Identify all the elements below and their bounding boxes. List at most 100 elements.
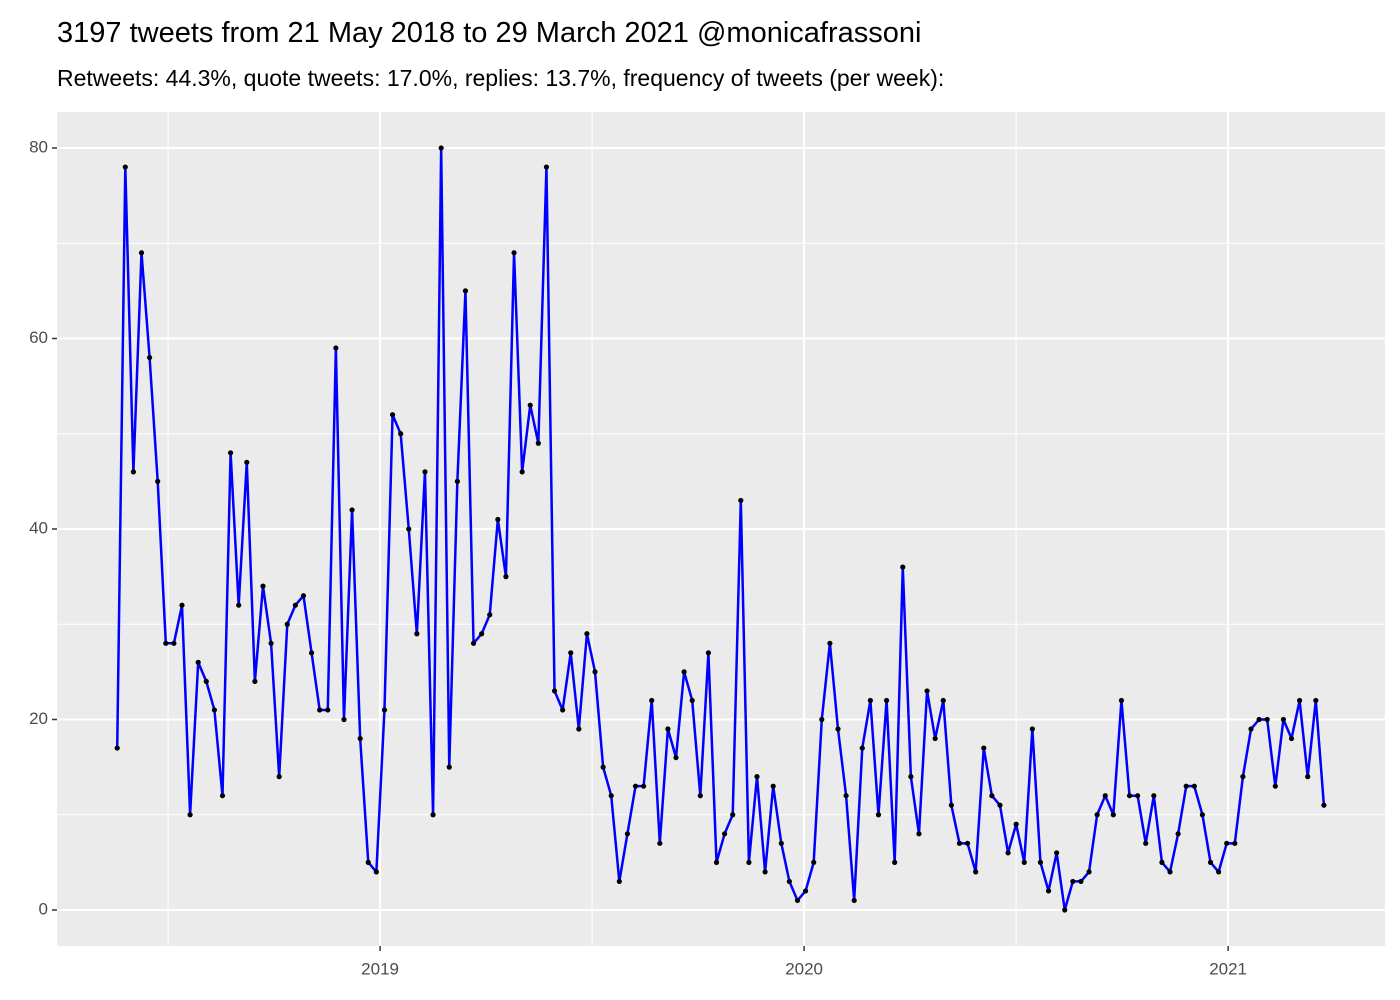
data-point: [187, 812, 193, 818]
data-point: [713, 859, 720, 865]
data-point: [163, 640, 169, 646]
data-point: [940, 697, 946, 704]
data-point: [195, 659, 201, 665]
data-point: [697, 793, 703, 799]
data-point: [527, 402, 533, 408]
data-point: [511, 250, 517, 256]
data-point: [1102, 793, 1108, 799]
data-point: [227, 450, 234, 456]
data-point: [665, 726, 671, 732]
data-point: [681, 669, 687, 675]
data-point: [705, 650, 712, 656]
data-point: [462, 288, 469, 294]
data-point: [811, 859, 817, 865]
data-point: [859, 745, 865, 751]
data-point: [147, 354, 153, 361]
data-point: [592, 669, 598, 675]
data-point: [754, 774, 760, 780]
data-point: [568, 650, 574, 656]
data-point: [1029, 726, 1035, 732]
data-point: [389, 412, 396, 418]
data-point: [487, 612, 493, 618]
data-point: [308, 650, 315, 656]
data-point: [1037, 859, 1044, 865]
data-point: [989, 793, 995, 799]
data-point: [414, 631, 420, 637]
data-point: [632, 783, 639, 789]
data-point: [252, 678, 258, 684]
data-point: [1216, 869, 1222, 875]
data-point: [1224, 840, 1230, 846]
data-point: [1110, 812, 1116, 818]
data-point: [1280, 716, 1287, 723]
data-point: [519, 469, 525, 475]
data-point: [1167, 869, 1173, 875]
data-point: [1045, 888, 1052, 894]
data-point: [964, 840, 971, 846]
data-point: [333, 345, 339, 351]
data-point: [479, 631, 485, 637]
data-point: [722, 831, 728, 837]
data-point: [543, 164, 550, 170]
data-point: [657, 840, 663, 846]
data-point: [1070, 878, 1076, 885]
data-point: [1240, 774, 1246, 780]
data-point: [778, 840, 784, 846]
data-point: [689, 697, 695, 704]
data-point: [892, 859, 898, 865]
x-tick-label: 2021: [1209, 959, 1247, 978]
data-point: [317, 707, 323, 713]
data-point: [1297, 697, 1303, 704]
data-point: [875, 812, 882, 818]
data-point: [900, 564, 906, 570]
data-point: [1126, 793, 1133, 799]
data-point: [997, 802, 1003, 808]
data-point: [1021, 859, 1027, 865]
data-point: [1005, 850, 1011, 856]
data-point: [365, 859, 371, 865]
data-point: [155, 478, 161, 484]
data-point: [381, 707, 388, 713]
data-point: [244, 459, 250, 465]
data-point: [268, 640, 274, 646]
data-point: [179, 602, 185, 608]
y-tick-label: 40: [29, 518, 48, 537]
data-point: [851, 897, 857, 904]
data-point: [300, 593, 307, 599]
data-point: [560, 707, 566, 713]
x-tick-label: 2020: [785, 959, 823, 978]
data-point: [398, 431, 404, 437]
chart-title: 3197 tweets from 21 May 2018 to 29 March…: [57, 17, 921, 49]
data-point: [730, 812, 736, 818]
data-point: [916, 831, 922, 837]
data-point: [219, 793, 226, 799]
data-point: [883, 697, 890, 704]
data-point: [535, 440, 541, 446]
data-point: [1207, 859, 1214, 865]
data-point: [1013, 821, 1019, 827]
data-point: [276, 774, 282, 780]
data-point: [908, 774, 914, 780]
data-point: [835, 726, 841, 732]
y-tick-label: 20: [29, 709, 48, 728]
data-point: [430, 812, 436, 818]
data-point: [1094, 812, 1100, 818]
data-point: [470, 640, 477, 646]
y-tick-label: 0: [39, 899, 48, 918]
data-point: [454, 478, 460, 484]
data-point: [1151, 793, 1157, 799]
data-point: [495, 516, 501, 523]
data-point: [973, 869, 979, 875]
data-point: [236, 602, 242, 608]
data-point: [827, 640, 833, 646]
data-point: [1062, 907, 1068, 913]
data-point: [551, 688, 558, 694]
data-point: [1272, 783, 1278, 789]
data-point: [122, 164, 128, 170]
data-point: [1118, 697, 1125, 704]
data-point: [1191, 783, 1197, 789]
data-point: [624, 831, 631, 837]
data-point: [1183, 783, 1189, 789]
data-point: [981, 745, 987, 751]
data-point: [349, 507, 355, 513]
